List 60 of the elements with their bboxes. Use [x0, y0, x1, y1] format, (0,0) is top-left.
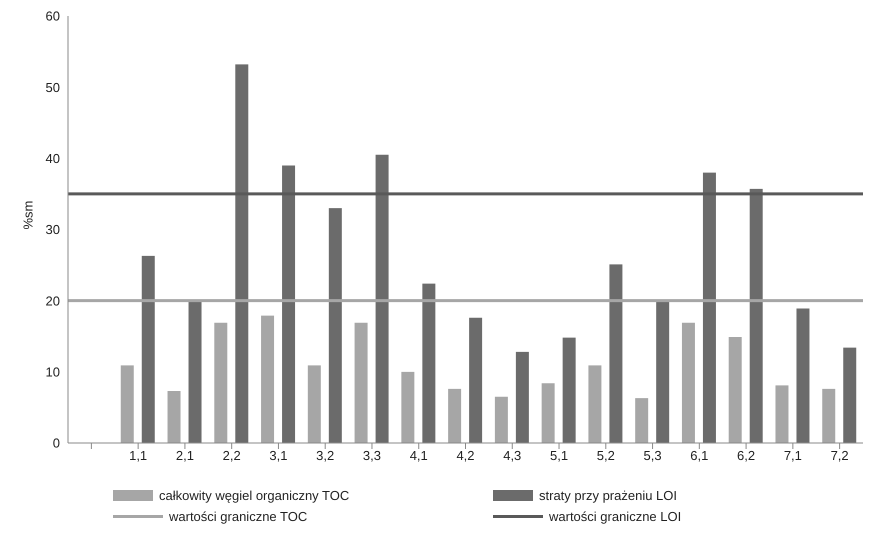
bar — [469, 318, 482, 443]
x-tick-label: 4,3 — [503, 448, 522, 464]
y-tick-label: 40 — [46, 150, 60, 166]
bar — [142, 256, 155, 443]
bar — [328, 208, 342, 443]
bar — [635, 398, 648, 443]
x-tick-label: 3,1 — [269, 448, 288, 464]
x-tick-label: 6,2 — [737, 448, 756, 464]
bar — [168, 391, 181, 443]
bar — [214, 322, 228, 443]
y-tick-label: 50 — [46, 80, 60, 95]
legend-label: całkowity węgiel organiczny TOC — [159, 488, 350, 503]
legend-label: wartości graniczne TOC — [169, 509, 308, 524]
bar — [120, 365, 134, 443]
y-tick-label: 10 — [46, 364, 60, 380]
bar — [188, 300, 202, 443]
legend-label: wartości graniczne LOI — [549, 509, 682, 524]
bar — [282, 165, 296, 443]
bar — [750, 188, 763, 443]
bar — [843, 348, 856, 443]
bar — [308, 365, 321, 443]
bar — [682, 322, 695, 443]
x-tick-label: 7,1 — [784, 448, 802, 464]
bar — [494, 396, 508, 443]
bar — [448, 388, 462, 443]
y-tick-label: 20 — [46, 293, 60, 308]
x-tick-label: 1,1 — [129, 448, 148, 464]
bar — [775, 385, 788, 443]
y-tick-label: 60 — [46, 8, 60, 24]
bar — [542, 383, 555, 443]
bar — [609, 264, 622, 443]
x-tick-label: 5,1 — [550, 448, 568, 464]
bar — [354, 322, 368, 443]
bar — [728, 336, 742, 443]
bar — [376, 154, 389, 443]
x-tick-label: 3,3 — [362, 448, 382, 464]
x-tick-label: 3,2 — [316, 448, 334, 464]
x-tick-label: 4,1 — [410, 448, 428, 464]
legend-label: straty przy prażeniu LOI — [539, 488, 677, 503]
x-tick-label: 5,2 — [596, 448, 615, 464]
bar — [588, 365, 602, 443]
bar — [235, 64, 248, 443]
x-tick-label: 2,2 — [222, 448, 241, 464]
bar — [656, 300, 670, 443]
x-tick-label: 4,2 — [456, 448, 475, 464]
x-tick-label: 5,3 — [644, 448, 662, 464]
bar — [562, 338, 576, 443]
bar — [516, 352, 529, 443]
bar — [401, 372, 414, 443]
y-axis-title: %sm — [20, 200, 36, 230]
x-tick-label: 6,1 — [690, 448, 708, 464]
x-tick-label: 7,2 — [830, 448, 849, 464]
x-tick-label: 2,1 — [176, 448, 194, 464]
y-tick-label: 30 — [46, 222, 60, 238]
y-tick-label: 0 — [52, 436, 60, 451]
bar — [261, 316, 274, 443]
bar — [702, 172, 716, 443]
bar — [796, 308, 810, 443]
bar — [422, 284, 436, 443]
bar — [822, 388, 836, 443]
